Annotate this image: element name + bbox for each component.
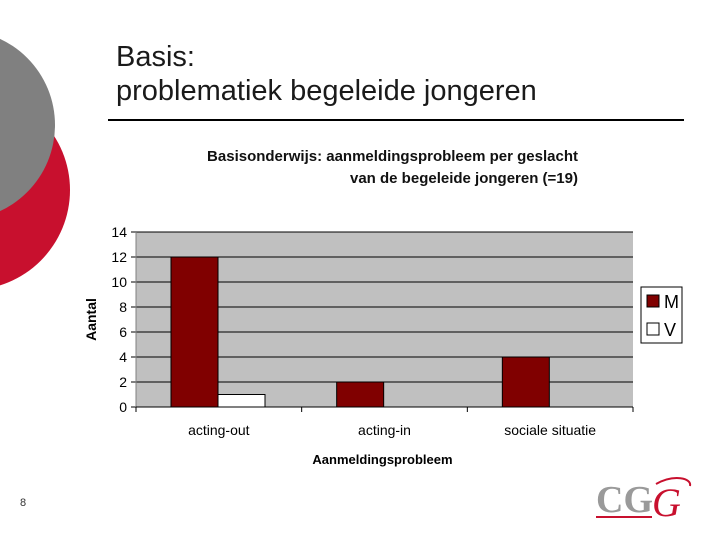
legend-swatch-v: [646, 322, 660, 336]
y-tick-label: 8: [119, 299, 127, 315]
legend-label-v: V: [664, 320, 676, 340]
legend-label-m: M: [664, 292, 679, 312]
cgg-logo-icon: CG G: [596, 477, 692, 524]
x-tick-label: acting-in: [358, 422, 411, 438]
y-axis-label: Aantal: [83, 298, 99, 341]
legend-swatch-m: [646, 294, 660, 308]
bar-v-acting-out: [217, 394, 266, 408]
title-underline: [108, 119, 684, 121]
x-axis-label: Aanmeldingsprobleem: [312, 452, 452, 467]
bar-m-acting-in: [336, 381, 385, 408]
x-tick-label: acting-out: [188, 422, 250, 438]
chart-title-line2: van de begeleide jongeren (=19): [350, 170, 578, 187]
svg-text:CG: CG: [596, 479, 653, 521]
decoration-gray-circle: [0, 38, 55, 212]
slide-title: Basis: problematiek begeleide jongeren: [116, 40, 537, 108]
page-number: 8: [20, 497, 27, 509]
bar-m-acting-out: [170, 256, 219, 408]
y-tick-label: 0: [119, 399, 127, 415]
slide-title-line1: Basis:: [116, 41, 195, 73]
y-tick-label: 6: [119, 324, 127, 340]
y-tick-label: 4: [119, 349, 127, 365]
x-tick-label: sociale situatie: [504, 422, 596, 438]
chart-title-line1: Basisonderwijs: aanmeldingsprobleem per …: [207, 148, 578, 165]
y-tick-label: 14: [111, 224, 127, 240]
plot-area: [136, 232, 633, 407]
slide-title-line2: problematiek begeleide jongeren: [116, 75, 537, 107]
chart-title: Basisonderwijs: aanmeldingsprobleem per …: [120, 146, 578, 190]
svg-text:G: G: [652, 480, 681, 524]
y-tick-label: 12: [111, 249, 127, 265]
y-tick-label: 10: [111, 274, 127, 290]
bar-m-sociale-situatie: [501, 356, 550, 408]
y-tick-label: 2: [119, 374, 127, 390]
